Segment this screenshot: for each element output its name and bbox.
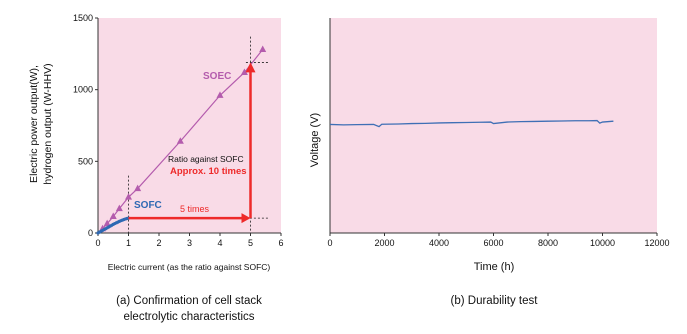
- chart-a-caption-line-2: electrolytic characteristics: [123, 311, 254, 323]
- chart-a-y-ticks: 0 500 1000 1500: [73, 13, 98, 238]
- y-tick-label: 500: [78, 156, 93, 166]
- x-tick-label: 5: [248, 238, 253, 248]
- soec-point: [115, 204, 123, 212]
- x-tick-label: 1: [126, 238, 131, 248]
- chart-b-caption: (b) Durability test: [451, 295, 539, 307]
- soec-point: [125, 193, 132, 200]
- current-arrow-head: [241, 213, 251, 224]
- x-tick-label: 2: [156, 238, 161, 248]
- y-tick-label: 1000: [73, 85, 93, 95]
- x-tick-label: 4: [217, 238, 222, 248]
- x-tick-label: 12000: [644, 238, 669, 248]
- voltage-line: [329, 119, 614, 128]
- chart-a-x-axis-label: Electric current (as the ratio against S…: [108, 262, 271, 272]
- x-tick-label: 10000: [590, 238, 615, 248]
- chart-a-arrows: [128, 62, 256, 224]
- soec-point: [109, 212, 117, 220]
- chart-a-caption-line-1: (a) Confirmation of cell stack: [116, 295, 262, 307]
- y-tick-label: 0: [88, 228, 93, 238]
- x-tick-label: 0: [95, 238, 100, 248]
- annotation-current-ratio: 5 times: [180, 204, 210, 214]
- annotation-ratio-label: Ratio against SOFC: [168, 154, 244, 164]
- output-arrow-head: [245, 62, 256, 73]
- chart-a-series: [96, 45, 267, 235]
- chart-a-x-ticks: 0 1 2 3 4 5 6: [95, 233, 284, 248]
- chart-a: 0 1 2 3 4 5 6 0 500 1000 1500 SOEC SOFC Ratio aga…: [28, 13, 284, 323]
- chart-a-y-axis-label-line-2: hydrogen output (W-HHV): [42, 63, 54, 184]
- chart-b: 0 2000 4000 6000 8000 10000 12000 Voltage (V) …: [309, 18, 670, 307]
- x-tick-label: 0: [327, 238, 332, 248]
- y-tick-label: 1500: [73, 13, 93, 23]
- x-tick-label: 4000: [429, 238, 449, 248]
- soec-point: [240, 68, 248, 75]
- chart-b-series: [329, 119, 614, 128]
- soec-point: [216, 91, 224, 98]
- soec-point: [176, 137, 184, 144]
- chart-b-plot-area: [330, 18, 657, 233]
- x-tick-label: 6: [278, 238, 283, 248]
- x-tick-label: 2000: [374, 238, 394, 248]
- chart-a-y-axis-label-line-1: Electric power output(W),: [28, 65, 40, 183]
- soec-point: [259, 45, 267, 53]
- series-label-soec: SOEC: [203, 71, 231, 82]
- soec-point: [134, 184, 142, 192]
- soec-point: [103, 219, 111, 227]
- x-tick-label: 8000: [538, 238, 558, 248]
- chart-b-y-axis-label: Voltage (V): [309, 113, 321, 167]
- x-tick-label: 6000: [483, 238, 503, 248]
- chart-b-x-ticks: 0 2000 4000 6000 8000 10000 12000: [327, 233, 670, 248]
- chart-b-x-axis-label: Time (h): [474, 261, 515, 273]
- series-label-sofc: SOFC: [134, 200, 162, 211]
- x-tick-label: 3: [187, 238, 192, 248]
- annotation-ratio-value: Approx. 10 times: [170, 166, 247, 177]
